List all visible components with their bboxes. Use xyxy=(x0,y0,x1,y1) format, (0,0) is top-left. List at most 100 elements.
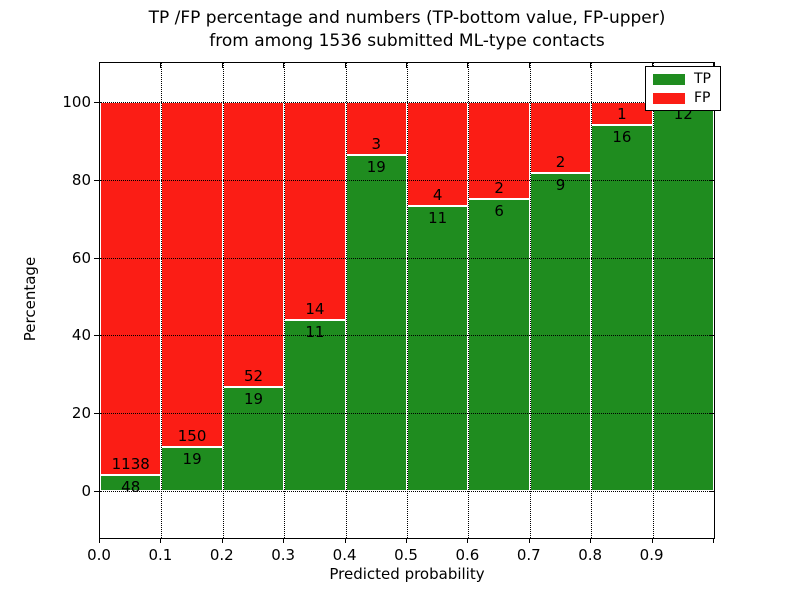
vertical-gridline xyxy=(652,63,654,538)
x-tick-mark xyxy=(344,538,346,543)
x-tick-mark-top xyxy=(651,63,653,68)
tp-count-label: 19 xyxy=(182,450,202,469)
horizontal-gridline xyxy=(100,257,714,259)
horizontal-gridline xyxy=(100,491,714,492)
bar-segment-tp xyxy=(591,124,653,491)
horizontal-gridline xyxy=(100,102,714,103)
vertical-gridline xyxy=(468,63,470,538)
tp-count-label: 19 xyxy=(243,389,264,408)
bar-segment-fp xyxy=(284,102,346,320)
y-tick-mark xyxy=(94,413,99,415)
x-tick-label: 0.6 xyxy=(455,546,480,564)
vertical-gridline xyxy=(529,63,531,538)
y-tick-mark xyxy=(94,491,99,492)
y-tick-mark-right xyxy=(709,335,714,337)
bar-segment-tp xyxy=(407,205,469,491)
x-tick-label: 0.8 xyxy=(578,546,603,564)
x-tick-mark-top xyxy=(283,63,285,68)
legend: TP FP xyxy=(645,66,721,111)
tp-legend-swatch xyxy=(653,73,685,85)
fp-count-label: 3 xyxy=(371,135,382,154)
bar-segment-fp xyxy=(222,102,285,387)
x-tick-label: 0.1 xyxy=(148,546,173,564)
fp-count-label: 52 xyxy=(243,366,264,385)
x-tick-mark-top xyxy=(590,63,592,68)
fp-count-label: 150 xyxy=(177,427,207,446)
x-tick-mark xyxy=(283,538,285,543)
bar-segment-fp xyxy=(100,102,162,476)
vertical-gridline xyxy=(161,63,163,538)
bar-segment-tp xyxy=(345,155,407,491)
horizontal-gridline xyxy=(100,413,714,415)
x-axis-label: Predicted probability xyxy=(329,565,485,583)
bar-segment-tp xyxy=(652,102,714,491)
x-tick-label: 0.7 xyxy=(516,546,541,564)
tp-count-label: 16 xyxy=(612,127,632,146)
y-tick-label: 60 xyxy=(71,248,91,267)
fp-count-label: 14 xyxy=(305,299,325,318)
bar-segment-tp xyxy=(161,447,223,491)
y-tick-label: 100 xyxy=(62,93,91,111)
chart-title-line1: TP /FP percentage and numbers (TP-bottom… xyxy=(148,8,666,28)
x-tick-mark xyxy=(99,538,100,543)
x-tick-mark xyxy=(651,538,653,543)
bar-segment-tp xyxy=(529,172,592,491)
x-tick-label: 0.0 xyxy=(87,546,111,564)
y-axis-label: Percentage xyxy=(21,256,39,342)
y-tick-mark xyxy=(94,102,99,103)
vertical-gridline xyxy=(222,63,224,538)
y-tick-mark-right xyxy=(709,413,714,415)
x-tick-label: 0.2 xyxy=(209,546,234,564)
chart-title: TP /FP percentage and numbers (TP-bottom… xyxy=(99,7,715,53)
horizontal-gridline xyxy=(100,335,714,337)
fp-count-label: 4 xyxy=(432,185,443,204)
fp-count-label: 2 xyxy=(555,152,566,171)
x-tick-mark-top xyxy=(160,63,162,68)
tp-count-label: 11 xyxy=(305,322,325,341)
x-tick-mark-top xyxy=(467,63,469,68)
tp-count-label: 11 xyxy=(428,208,448,227)
plot-area: 48 1138 19 150 19 52 11 14 19 3 11 4 6 2 9 2 16 1 12 xyxy=(99,62,715,539)
x-tick-mark xyxy=(406,538,407,543)
x-tick-label: 0.9 xyxy=(639,546,664,564)
x-tick-mark xyxy=(467,538,469,543)
y-tick-mark xyxy=(94,257,99,259)
x-tick-mark xyxy=(713,538,714,543)
x-tick-mark xyxy=(221,538,223,543)
y-tick-mark-right xyxy=(709,179,714,181)
vertical-gridline xyxy=(284,63,286,538)
bar-segment-tp xyxy=(468,199,530,491)
y-tick-mark xyxy=(94,335,99,337)
fp-count-label: 1138 xyxy=(111,455,150,474)
fp-legend-label: FP xyxy=(694,90,711,106)
x-tick-mark xyxy=(160,538,162,543)
y-tick-mark-right xyxy=(709,491,714,492)
tp-count-label: 6 xyxy=(494,202,504,221)
y-tick-label: 80 xyxy=(71,170,91,189)
horizontal-gridline xyxy=(100,179,714,181)
y-tick-label: 40 xyxy=(71,326,91,345)
fp-legend-swatch xyxy=(653,92,685,104)
y-tick-label: 0 xyxy=(81,482,91,500)
x-tick-mark-top xyxy=(344,63,346,68)
x-tick-mark xyxy=(590,538,592,543)
x-tick-label: 0.4 xyxy=(332,546,357,564)
x-tick-mark-top xyxy=(221,63,223,68)
x-tick-mark-top xyxy=(406,63,407,68)
vertical-gridline xyxy=(345,63,347,538)
y-tick-mark xyxy=(94,179,99,181)
x-tick-mark-top xyxy=(528,63,530,68)
x-tick-mark-top xyxy=(99,63,100,68)
tp-count-label: 48 xyxy=(121,478,141,497)
x-tick-label: 0.3 xyxy=(271,546,296,564)
bar-segment-tp xyxy=(284,319,346,491)
x-tick-mark-top xyxy=(713,63,714,68)
legend-item-fp: FP xyxy=(653,91,711,105)
vertical-gridline xyxy=(591,63,593,538)
y-tick-mark-right xyxy=(709,257,714,259)
tp-count-label: 19 xyxy=(366,158,386,177)
bar-segment-tp xyxy=(222,386,285,491)
x-tick-mark xyxy=(528,538,530,543)
y-tick-label: 20 xyxy=(71,404,91,423)
